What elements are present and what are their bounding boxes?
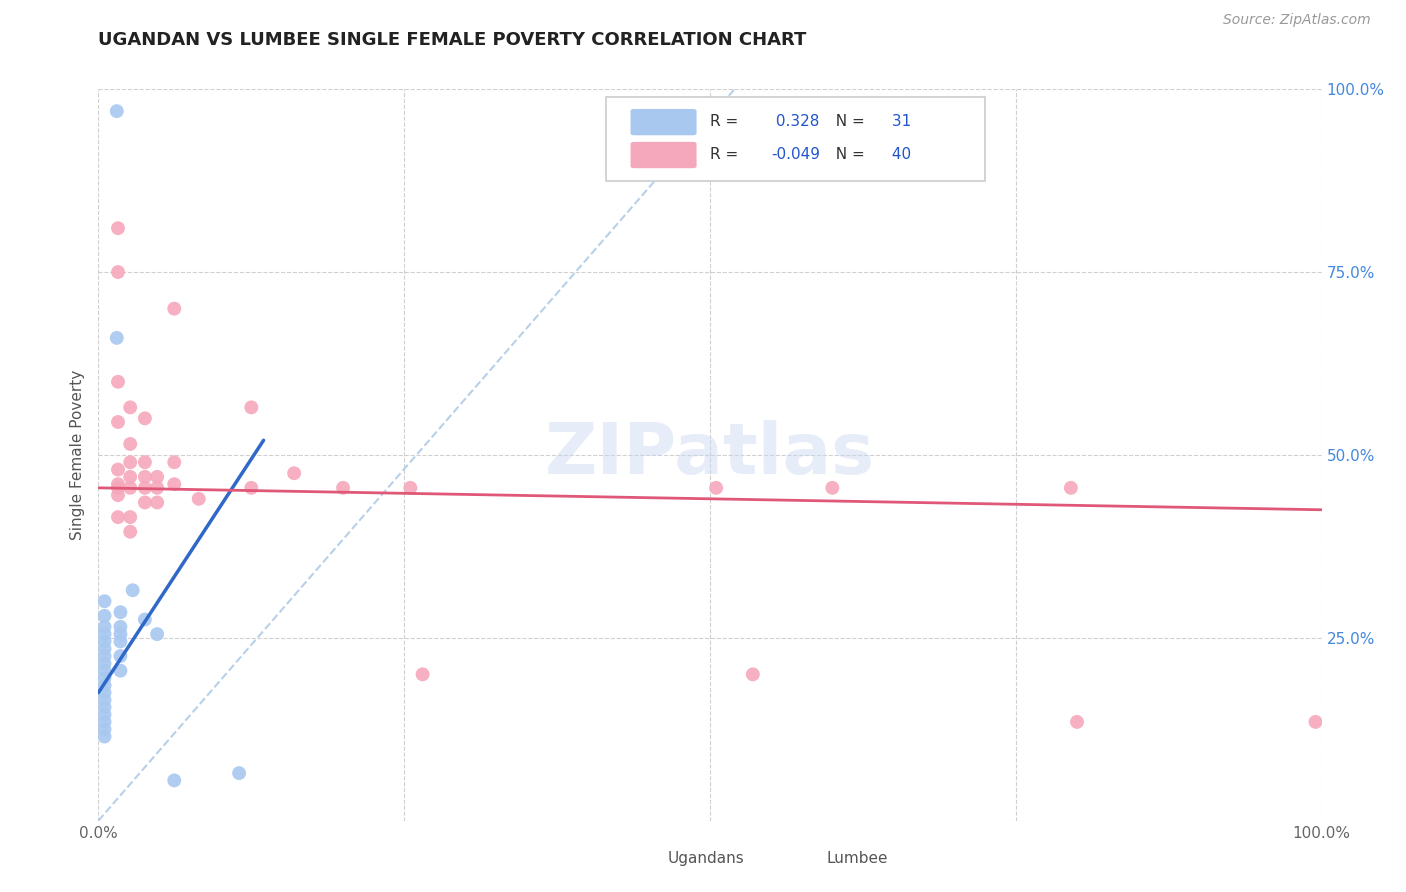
Point xyxy=(120,510,142,524)
Text: UGANDAN VS LUMBEE SINGLE FEMALE POVERTY CORRELATION CHART: UGANDAN VS LUMBEE SINGLE FEMALE POVERTY … xyxy=(98,31,807,49)
Point xyxy=(187,491,209,506)
Point xyxy=(332,481,354,495)
Point xyxy=(93,700,115,714)
Point xyxy=(107,481,129,495)
Text: 31: 31 xyxy=(887,114,911,128)
Text: -0.049: -0.049 xyxy=(772,147,820,161)
Point xyxy=(741,667,763,681)
Text: 40: 40 xyxy=(887,147,911,161)
Point xyxy=(134,411,156,425)
Point xyxy=(110,620,132,634)
Point xyxy=(93,594,115,608)
Point xyxy=(93,641,115,656)
Point xyxy=(134,470,156,484)
Point xyxy=(93,693,115,707)
Point xyxy=(1066,714,1088,729)
Text: Ugandans: Ugandans xyxy=(668,851,744,866)
Point xyxy=(93,664,115,678)
Point xyxy=(283,466,305,480)
Point xyxy=(93,686,115,700)
Point xyxy=(93,634,115,648)
FancyBboxPatch shape xyxy=(630,142,696,169)
Point xyxy=(93,649,115,664)
Point xyxy=(120,470,142,484)
Point xyxy=(146,470,169,484)
Point xyxy=(240,401,263,415)
Point xyxy=(163,455,186,469)
Point xyxy=(107,510,129,524)
Point xyxy=(93,707,115,722)
Point xyxy=(93,608,115,623)
Text: ZIPatlas: ZIPatlas xyxy=(546,420,875,490)
Point xyxy=(120,481,142,495)
Point xyxy=(93,620,115,634)
Point xyxy=(120,437,142,451)
Text: N =: N = xyxy=(827,147,870,161)
Point xyxy=(146,495,169,509)
Point xyxy=(110,634,132,648)
Point xyxy=(1305,714,1327,729)
Y-axis label: Single Female Poverty: Single Female Poverty xyxy=(70,370,86,540)
Point xyxy=(821,481,844,495)
FancyBboxPatch shape xyxy=(780,847,824,871)
Point xyxy=(134,613,156,627)
Text: Lumbee: Lumbee xyxy=(827,851,887,866)
Point xyxy=(121,583,143,598)
Point xyxy=(134,455,156,469)
Point xyxy=(134,481,156,495)
Point xyxy=(107,488,129,502)
Point xyxy=(93,730,115,744)
Point xyxy=(399,481,422,495)
Point xyxy=(704,481,727,495)
Point xyxy=(93,671,115,685)
Point xyxy=(93,657,115,671)
Text: Source: ZipAtlas.com: Source: ZipAtlas.com xyxy=(1223,13,1371,28)
Point xyxy=(163,477,186,491)
FancyBboxPatch shape xyxy=(606,96,986,180)
Point xyxy=(240,481,263,495)
Point xyxy=(110,627,132,641)
Point xyxy=(105,104,128,119)
Point xyxy=(93,723,115,737)
Point xyxy=(107,221,129,235)
Text: 0.328: 0.328 xyxy=(772,114,820,128)
Point xyxy=(93,627,115,641)
Point xyxy=(163,773,186,788)
Point xyxy=(163,301,186,316)
Point xyxy=(1060,481,1083,495)
Point xyxy=(93,678,115,692)
Point xyxy=(107,477,129,491)
Point xyxy=(107,265,129,279)
Point xyxy=(146,627,169,641)
Point xyxy=(120,401,142,415)
Point xyxy=(120,455,142,469)
Point xyxy=(93,714,115,729)
Point xyxy=(120,524,142,539)
Point xyxy=(110,649,132,664)
Text: R =: R = xyxy=(710,147,744,161)
Text: R =: R = xyxy=(710,114,744,128)
Point xyxy=(105,331,128,345)
Point xyxy=(146,481,169,495)
Point xyxy=(107,415,129,429)
FancyBboxPatch shape xyxy=(620,847,665,871)
Point xyxy=(107,462,129,476)
Text: N =: N = xyxy=(827,114,870,128)
FancyBboxPatch shape xyxy=(630,109,696,136)
Point xyxy=(412,667,434,681)
Point xyxy=(110,605,132,619)
Point xyxy=(107,375,129,389)
Point xyxy=(134,495,156,509)
Point xyxy=(228,766,250,780)
Point xyxy=(110,664,132,678)
